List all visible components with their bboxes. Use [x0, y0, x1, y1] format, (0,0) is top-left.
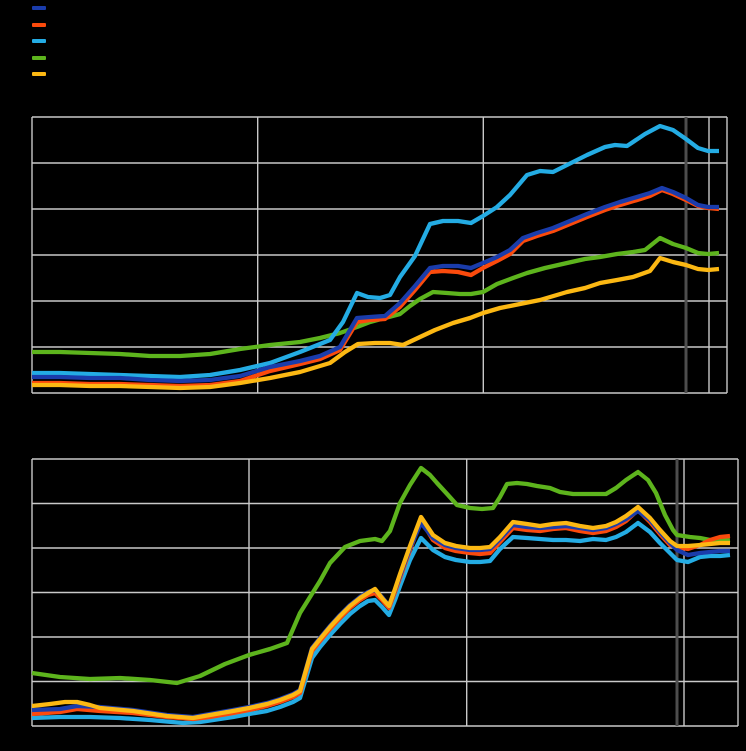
top-chart-series-yellow	[32, 255, 720, 391]
top-chart	[31, 116, 728, 394]
legend-swatch-green	[32, 55, 46, 60]
legend-swatch-dark-blue	[32, 6, 46, 10]
top-chart-series-light-blue	[32, 123, 719, 380]
legend-swatch-light-blue	[32, 39, 46, 43]
bottom-chart-series-yellow	[31, 504, 730, 721]
bottom-chart	[31, 458, 739, 727]
bottom-chart-series-green	[31, 465, 731, 686]
top-chart-series-dark-blue	[32, 185, 719, 384]
top-chart-series-green	[32, 235, 720, 359]
legend-swatch-yellow	[32, 72, 46, 76]
legend	[0, 0, 746, 95]
legend-swatch-orange-red	[32, 22, 46, 27]
bottom-chart-series-light-blue	[31, 520, 731, 726]
